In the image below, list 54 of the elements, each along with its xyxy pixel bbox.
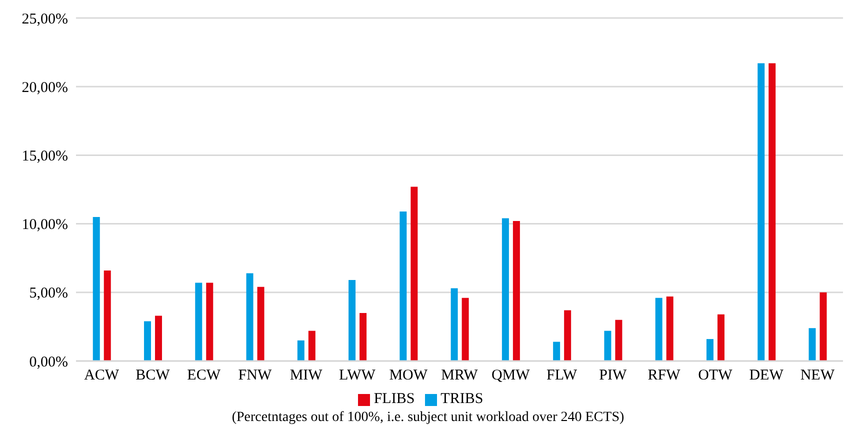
bar (512, 221, 520, 361)
text: (Percetntages out of 100%, i.e. subject unit workload over 240 ECTS) (230, 410, 626, 426)
x-tick-label: ACW (84, 368, 120, 384)
x-tick-label: PIW (599, 368, 628, 384)
bar (308, 330, 316, 361)
bar (92, 216, 100, 361)
x-tick-label: LWW (339, 368, 376, 384)
bar (553, 342, 560, 361)
bar (360, 312, 367, 361)
bar (564, 310, 572, 361)
bar (768, 63, 776, 361)
x-tick-label: QMW (491, 368, 531, 384)
bar (717, 314, 724, 361)
x-tick-label: BCW (136, 368, 171, 384)
bar (820, 292, 827, 361)
bar (615, 320, 622, 361)
y-tick-label: 25,00% (22, 11, 68, 28)
bar (462, 298, 469, 361)
bar (706, 339, 714, 361)
bar (502, 218, 509, 361)
bar (410, 186, 418, 361)
x-tick-label: MOW (389, 368, 428, 384)
bar (348, 280, 356, 361)
bar (195, 282, 202, 361)
x-tick-label: ECW (187, 368, 222, 384)
bar (666, 296, 674, 361)
x-tick-label: OTW (698, 368, 734, 384)
legend-label: FLIBS (374, 391, 415, 407)
y-tick-label: 10,00% (22, 217, 68, 234)
bar (450, 288, 458, 361)
x-tick-label: RFW (648, 368, 682, 384)
bar (155, 316, 162, 361)
bar (104, 270, 111, 361)
bar (808, 328, 816, 361)
bar (758, 63, 765, 361)
x-tick-label: MIW (290, 368, 324, 384)
y-tick-label: 0,00% (29, 354, 68, 370)
bar (257, 286, 264, 361)
y-tick-label: 15,00% (22, 148, 68, 165)
bar (297, 340, 304, 361)
x-tick-label: MRW (441, 368, 479, 384)
bar (400, 211, 407, 361)
bar (144, 321, 152, 361)
x-tick-label: FLW (546, 368, 578, 384)
bar (655, 298, 662, 361)
x-tick-label: FNW (238, 368, 272, 384)
x-tick-label: DEW (749, 368, 784, 384)
y-tick-label: 5,00% (29, 286, 68, 302)
bar (246, 273, 254, 361)
bar (206, 282, 214, 361)
y-tick-label: 20,00% (22, 80, 68, 96)
legend-label: TRIBS (440, 391, 484, 407)
bar (604, 330, 612, 361)
x-tick-label: NEW (800, 368, 836, 384)
